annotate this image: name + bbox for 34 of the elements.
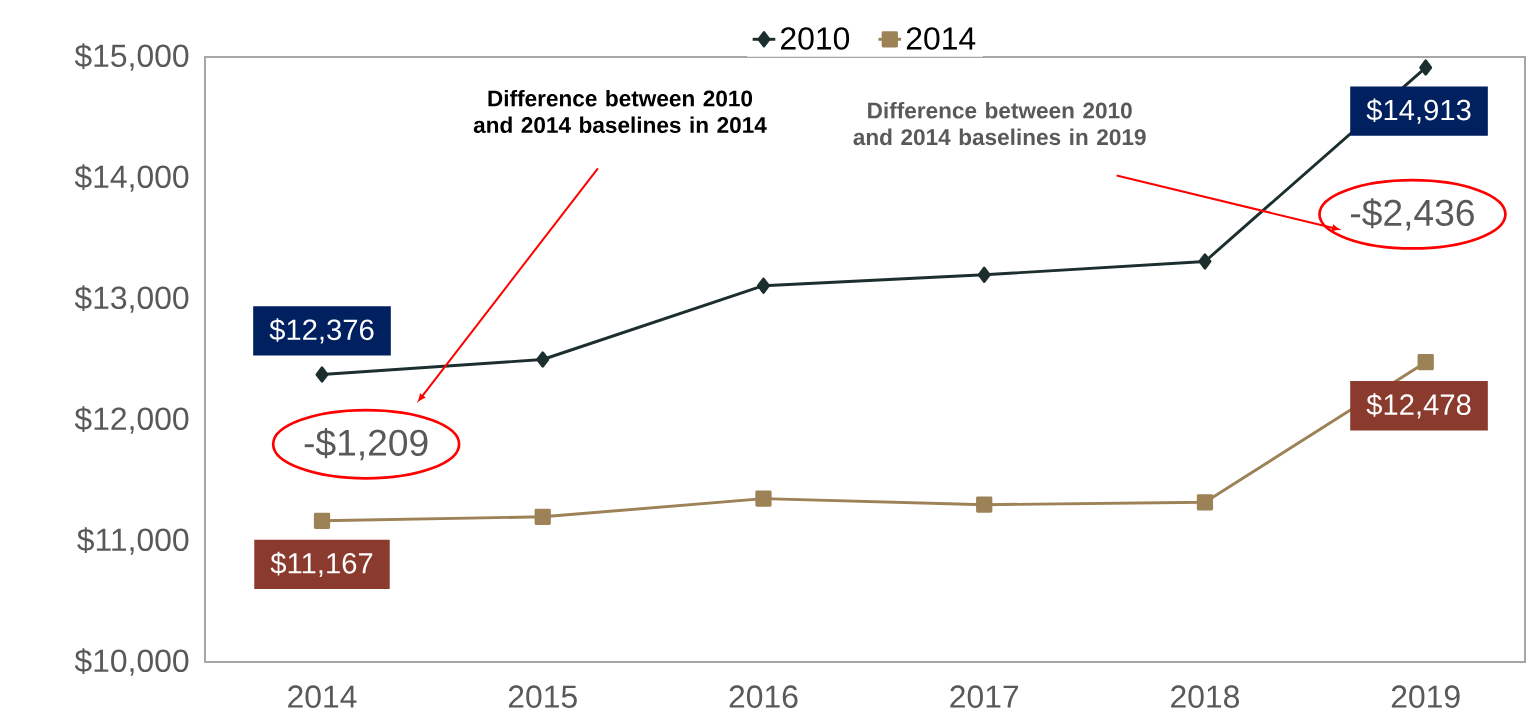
x-tick-label: 2015 bbox=[508, 685, 577, 708]
y-tick-label: $10,000 bbox=[74, 648, 189, 676]
annotation: -$2,436 bbox=[1351, 198, 1474, 231]
data-label: $14,913 bbox=[1366, 98, 1471, 124]
point bbox=[534, 508, 551, 525]
x-tick-label: 2014 bbox=[288, 685, 357, 708]
y-tick-label: $15,000 bbox=[74, 43, 189, 71]
y-tick-label: $11,000 bbox=[77, 527, 189, 555]
data-label: $12,478 bbox=[1366, 393, 1471, 419]
point bbox=[313, 512, 331, 529]
point bbox=[976, 496, 993, 513]
annotation: -$1,209 bbox=[304, 428, 428, 461]
x-tick-label: 2019 bbox=[1391, 685, 1460, 708]
y-tick-label: $13,000 bbox=[74, 285, 189, 313]
point bbox=[757, 277, 770, 294]
point bbox=[536, 351, 550, 368]
point bbox=[1196, 494, 1214, 511]
annotation: Difference between 2010 and 2014 baselines in 2014 bbox=[473, 89, 767, 134]
y-tick-label: $12,000 bbox=[74, 406, 189, 434]
y-tick-label: $14,000 bbox=[74, 164, 189, 192]
point bbox=[1198, 253, 1212, 270]
point bbox=[315, 366, 329, 383]
data-label: $11,167 bbox=[270, 551, 373, 578]
x-tick-label: 2017 bbox=[950, 685, 1019, 708]
legend-label: 2010 bbox=[781, 27, 850, 50]
x-tick-label: 2018 bbox=[1171, 685, 1239, 708]
x-tick-label: 2016 bbox=[729, 685, 798, 708]
annotation: Difference between 2010 and 2014 baselines in 2019 bbox=[853, 101, 1146, 146]
point bbox=[977, 266, 991, 283]
data-label: $12,376 bbox=[269, 318, 374, 344]
point bbox=[1419, 59, 1433, 76]
point bbox=[755, 490, 772, 507]
legend-label: 2014 bbox=[906, 27, 976, 50]
point bbox=[1417, 354, 1434, 371]
